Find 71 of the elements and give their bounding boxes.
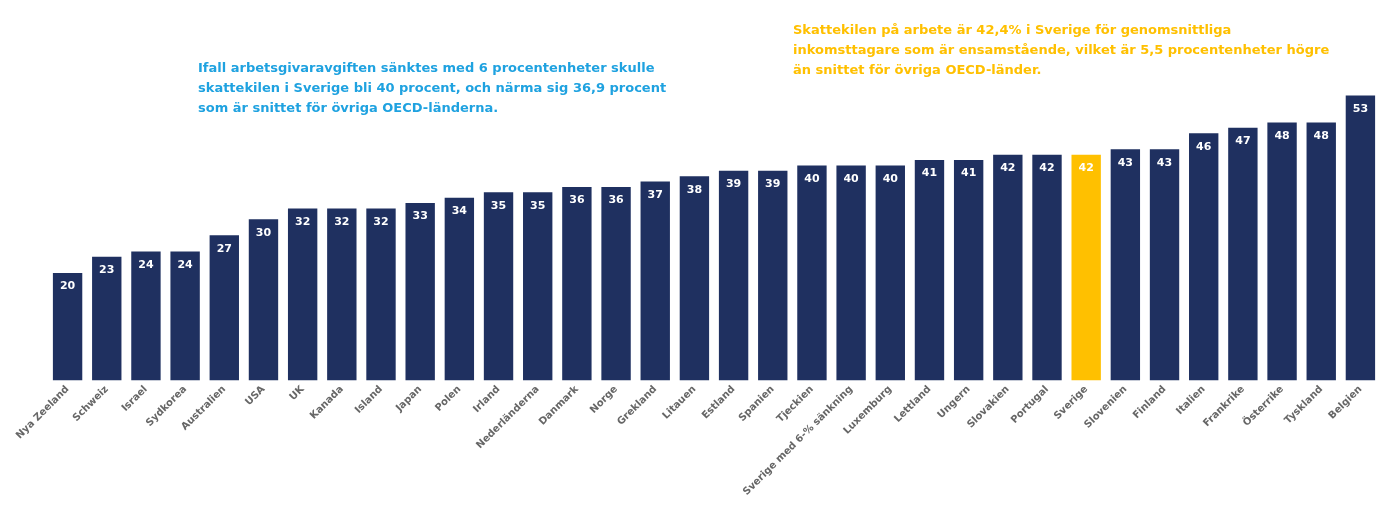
bar [1345,95,1376,381]
bar [1032,154,1062,381]
bar [1149,149,1180,381]
data-label: 32 [334,214,350,228]
data-label: 32 [373,214,389,228]
data-label: 32 [294,214,311,228]
data-label: 23 [99,263,115,277]
data-label: 40 [804,171,820,185]
data-label: 41 [921,166,938,180]
data-label: 38 [686,182,703,196]
data-label: 43 [1156,155,1173,169]
bar [209,235,239,381]
data-label: 33 [412,209,428,223]
bar [1071,154,1101,381]
data-label: 24 [138,257,154,271]
data-label: 41 [960,166,977,180]
data-label: 46 [1196,139,1212,153]
data-label: 40 [843,171,860,185]
bar [52,272,83,381]
annotation: Ifall arbetsgivaravgiften sänktes med 6 procentenheter skulle skattekilen i Sverige bli 40 procent, och närma sig 36,9 procent som är snittet för övriga OECD-länderna. [198,59,668,117]
data-label: 47 [1235,134,1251,148]
bar [836,165,866,381]
data-label: 48 [1274,128,1290,142]
data-label: 48 [1313,128,1329,142]
bar [92,256,122,381]
bar [287,208,318,381]
bar [1267,122,1297,381]
x-tick-label: UK [286,382,307,403]
data-label: 42 [1039,161,1055,175]
bar [993,154,1023,381]
bar [875,165,905,381]
bar [483,192,514,381]
bar [1110,149,1141,381]
bar [1228,127,1258,381]
data-label: 40 [882,171,899,185]
data-label: 30 [255,225,272,239]
data-label: 24 [177,257,194,271]
data-label: 53 [1352,101,1369,115]
bar [640,181,670,381]
bar [131,251,161,381]
data-label: 36 [608,193,625,207]
bar [914,160,945,381]
bar [953,160,984,381]
data-label: 20 [59,279,76,293]
bar [1306,122,1336,381]
data-label: 39 [765,177,781,191]
bar [758,170,788,381]
data-label: 35 [530,198,546,212]
data-label: 39 [725,177,742,191]
bar [248,219,279,381]
data-label: 35 [490,198,507,212]
bar [562,186,592,381]
data-label: 42 [1000,161,1016,175]
bar [601,186,631,381]
bar [523,192,553,381]
bar [797,165,827,381]
bar [170,251,200,381]
text: Skattekilen på arbete är 42,4% i Sverige för genomsnittliga inkomsttagare som är ensamstående, vilket är 5,5 procentenheter högre än snittet för övriga OECD-länder. [793,21,1331,79]
data-label: 37 [647,187,663,201]
data-label: 36 [569,193,585,207]
data-label: 43 [1117,155,1134,169]
data-label: 34 [451,204,468,218]
data-label: 27 [216,241,232,255]
bar [327,208,357,381]
data-label: 42 [1078,161,1094,175]
bar [1189,133,1219,381]
bar [679,176,710,381]
bar [444,197,475,381]
bar [718,170,749,381]
bar [405,203,435,381]
bar [366,208,396,381]
